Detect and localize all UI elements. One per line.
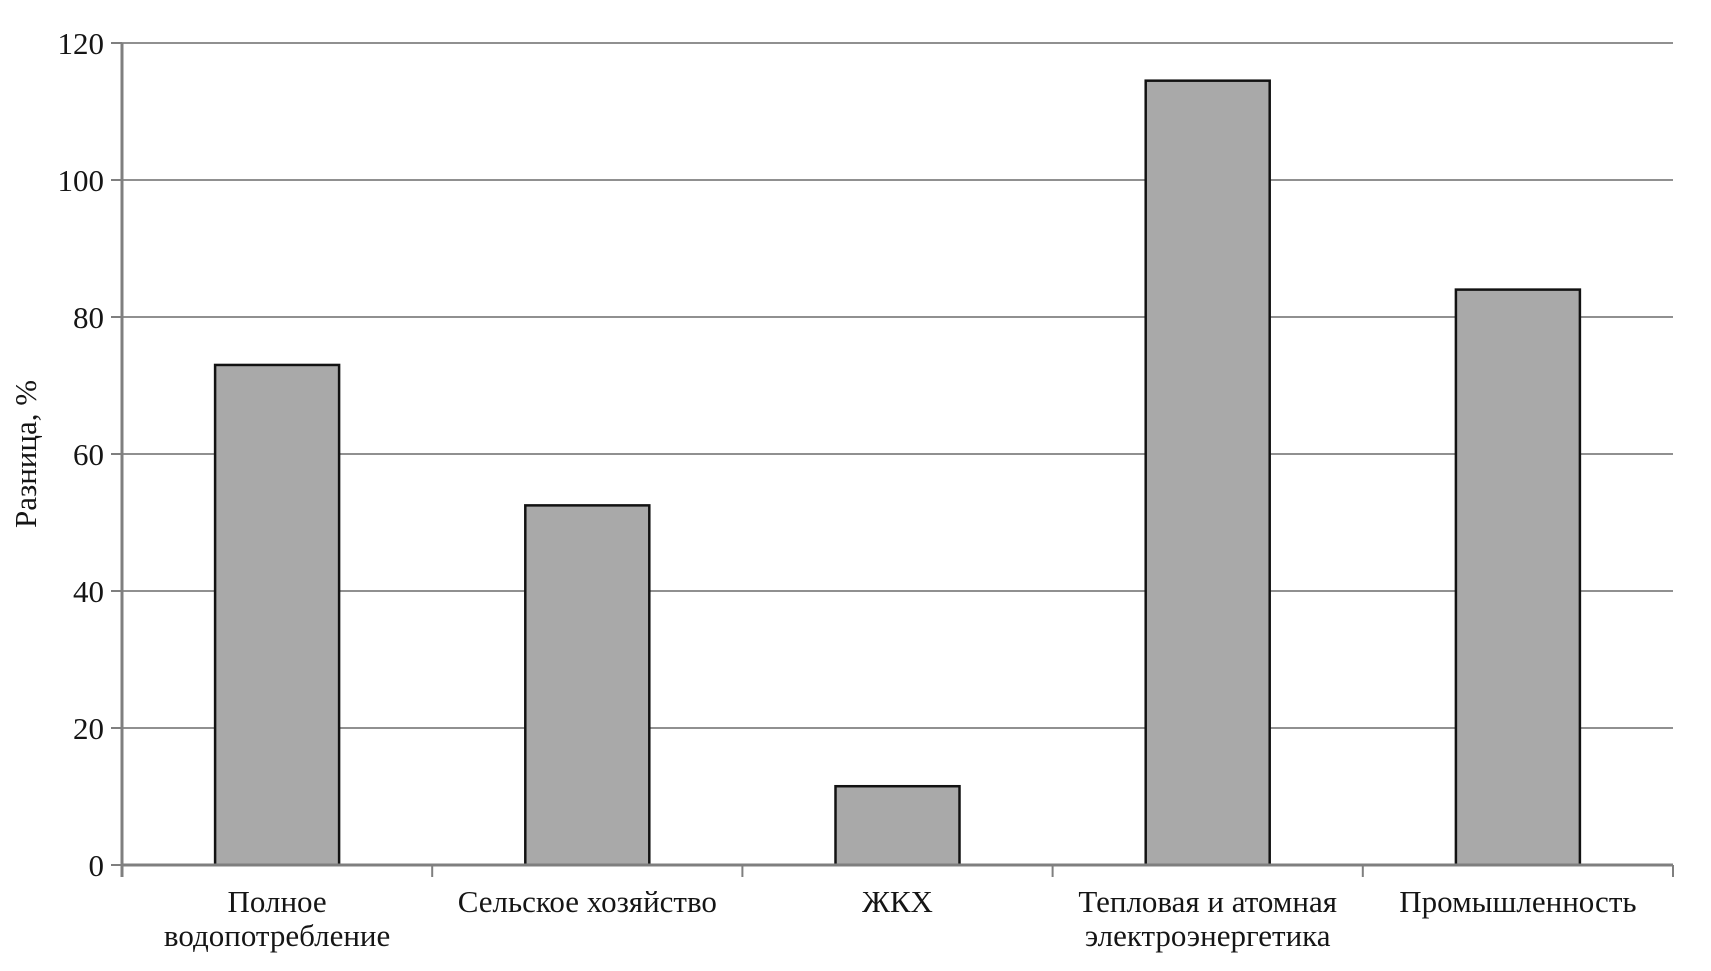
bars-layer [213,79,1582,867]
y-tick-label: 80 [73,300,104,335]
y-tick-label: 100 [58,163,105,198]
x-category-label: Сельское хозяйство [458,884,717,919]
x-category-label-line: ЖКХ [862,884,933,919]
bar [1144,79,1271,867]
x-category-label: Тепловая и атомная электроэнергетика [1078,884,1337,953]
y-tick-label: 40 [73,574,104,609]
axes-layer [111,42,1674,877]
axis-labels-layer: 0 20 40 60 80 100 120 Полное водопотребление Сель… [58,26,1637,953]
x-category-label: Полное водопотребление [164,884,390,953]
x-category-label-line: Полное [228,884,327,919]
y-axis-title: Разница, % [8,380,43,528]
bar [213,363,341,867]
x-category-label: ЖКХ [862,884,933,919]
bar [524,504,651,867]
bar [1454,288,1582,867]
x-category-label-line: Тепловая и атомная [1078,884,1337,919]
bar [834,784,961,867]
x-category-label: Промышленность [1399,884,1636,919]
x-category-label-line: водопотребление [164,918,390,953]
y-tick-label: 20 [73,711,104,746]
x-category-label-line: электроэнергетика [1085,918,1331,953]
gridlines-layer [122,42,1673,729]
y-tick-label: 60 [73,437,104,472]
x-category-label-line: Сельское хозяйство [458,884,717,919]
x-category-label-line: Промышленность [1399,884,1636,919]
y-tick-label: 120 [58,26,105,61]
y-tick-label: 0 [89,848,105,883]
